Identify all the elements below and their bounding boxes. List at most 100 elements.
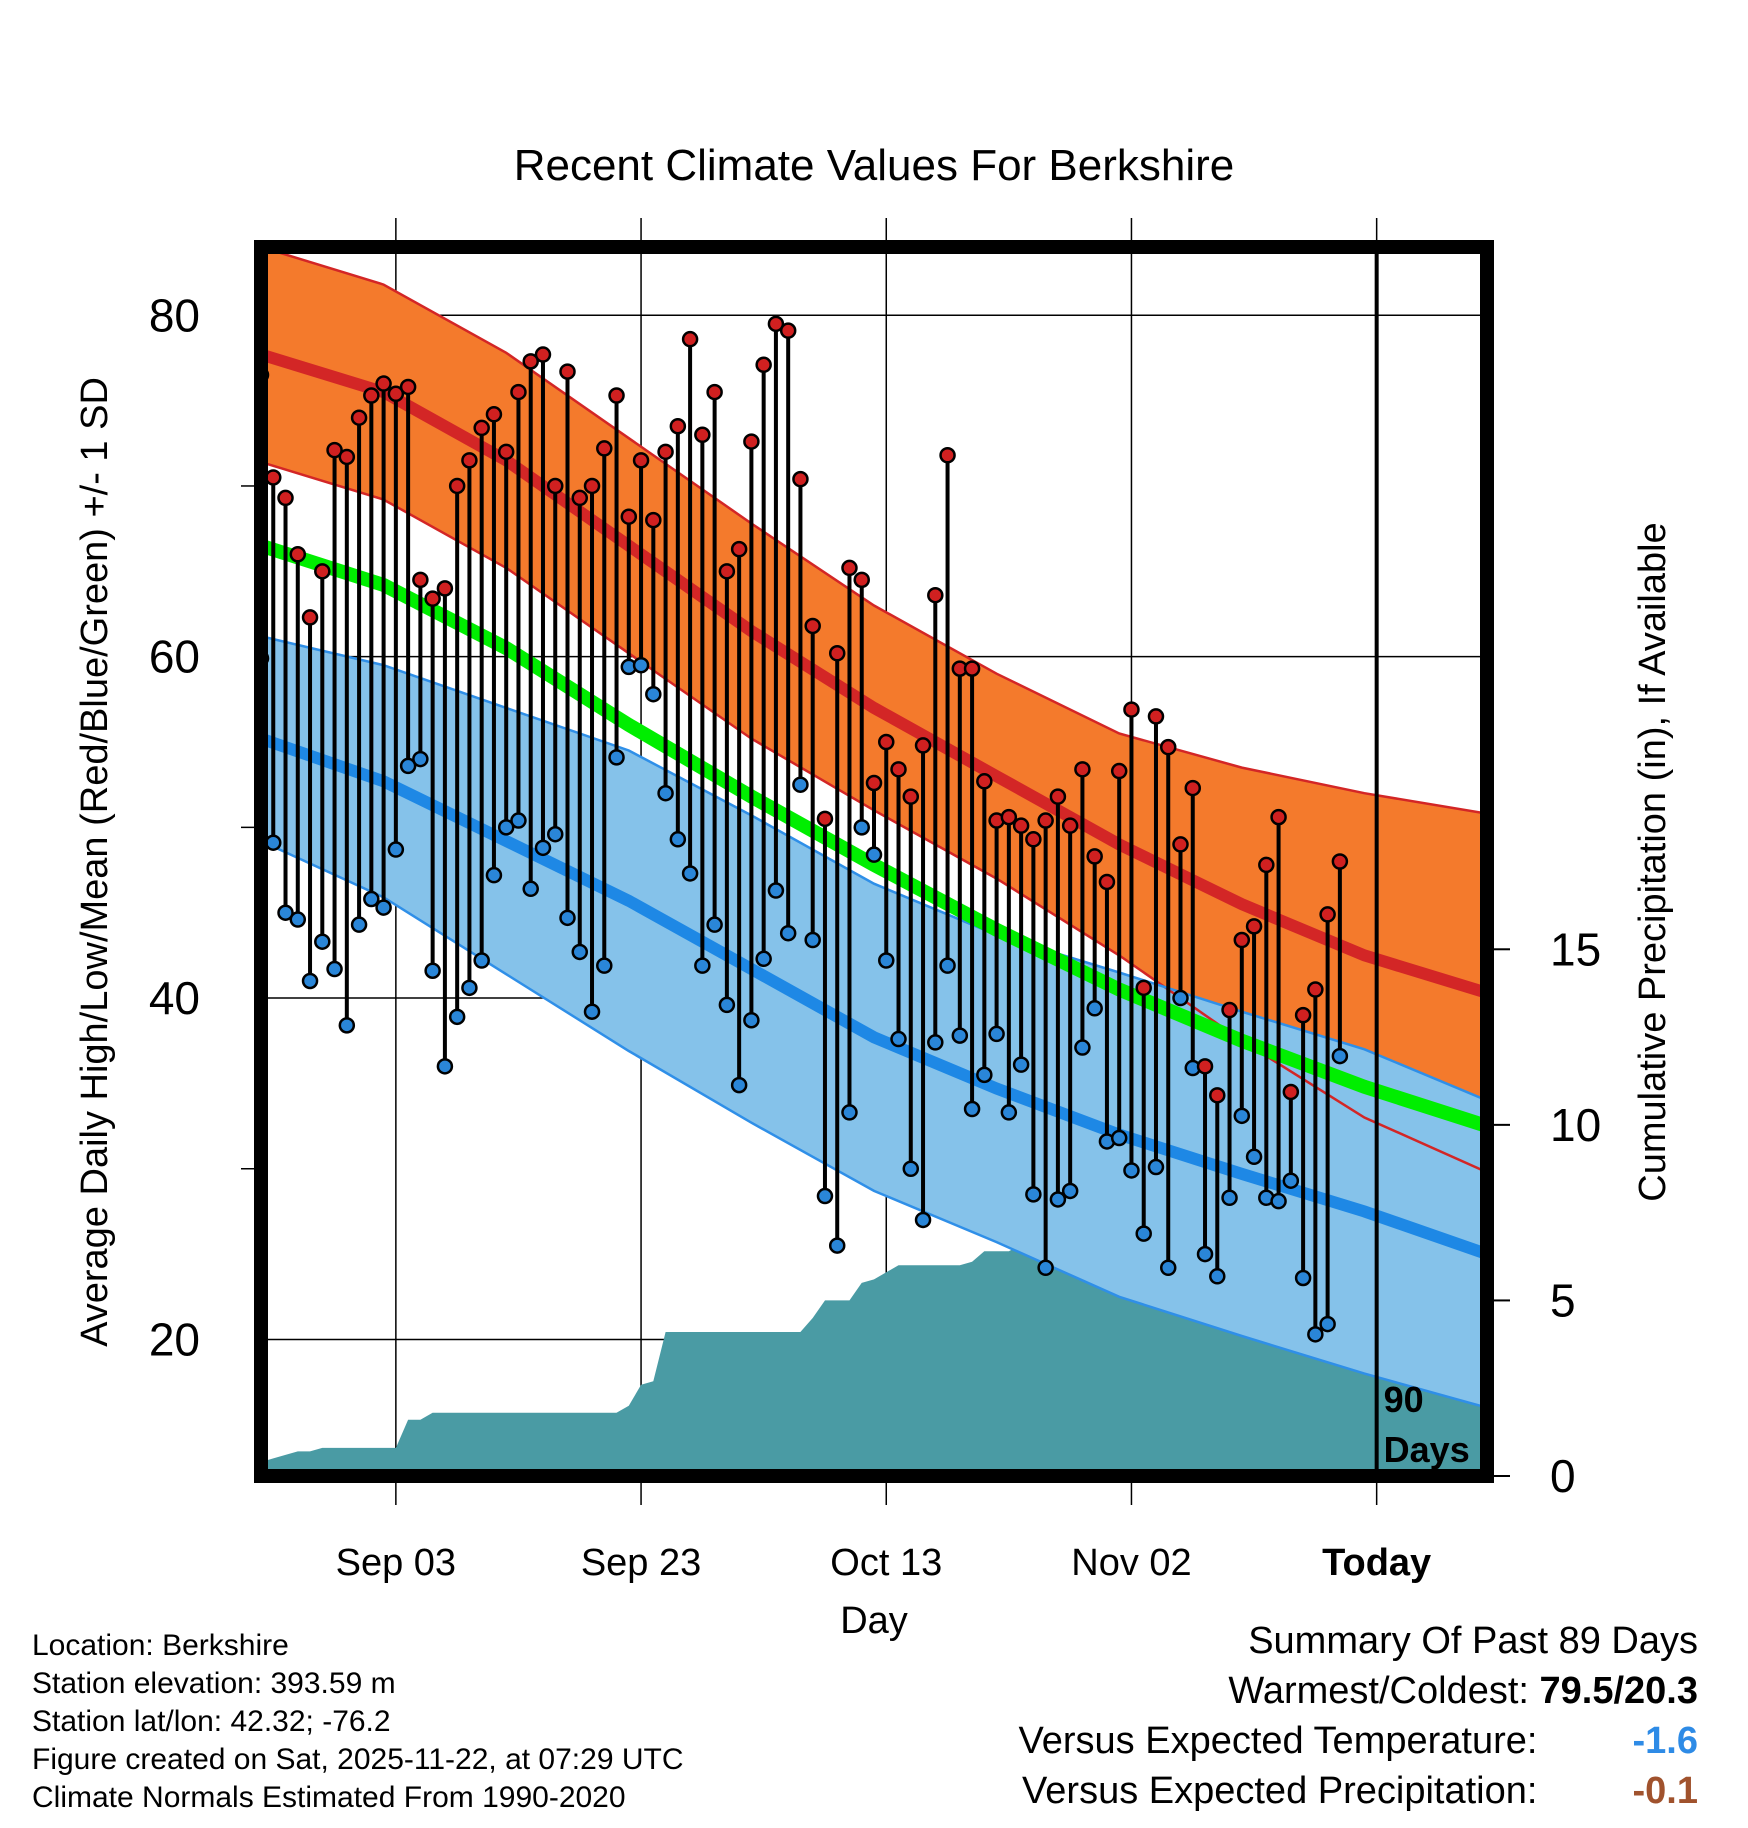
info-created: Figure created on Sat, 2025-11-22, at 07…	[32, 1743, 684, 1776]
today-days-label-line: 90	[1384, 1379, 1424, 1420]
low-point-9	[363, 890, 380, 908]
low-point-19	[485, 866, 503, 884]
low-point-34	[669, 831, 687, 848]
x-tick-label-2: Oct 13	[830, 1542, 942, 1584]
high-point-25	[559, 363, 576, 380]
low-point-72	[1135, 1225, 1152, 1242]
high-point-81	[1245, 918, 1263, 935]
low-point-5	[314, 933, 331, 950]
low-point-66	[1061, 1182, 1079, 1200]
low-point-67	[1074, 1039, 1091, 1056]
high-point-61	[1000, 808, 1018, 826]
high-point-49	[853, 571, 870, 589]
low-point-48	[841, 1104, 858, 1121]
low-point-47	[828, 1237, 846, 1254]
high-point-70	[1110, 762, 1128, 780]
plot-area	[261, 247, 1487, 1476]
low-normal-line	[261, 732, 1487, 1260]
high-point-76	[1184, 779, 1202, 797]
y-axis-label: Average Daily High/Low/Mean (Red/Blue/Gr…	[74, 377, 116, 1347]
low-point-86	[1307, 1326, 1324, 1343]
x-tick-label-3: Nov 02	[1071, 1542, 1191, 1584]
high-point-28	[596, 440, 613, 457]
low-point-55	[927, 1034, 944, 1051]
high-point-29	[608, 387, 625, 404]
low-point-81	[1245, 1148, 1263, 1166]
low-point-26	[571, 943, 589, 961]
high-point-22	[522, 353, 539, 370]
high-point-36	[694, 426, 711, 444]
info-normals: Climate Normals Estimated From 1990-2020	[32, 1781, 626, 1814]
high-point-45	[804, 617, 821, 635]
low-point-78	[1209, 1268, 1226, 1285]
low-point-11	[387, 841, 405, 858]
high-point-65	[1049, 788, 1067, 805]
high-point-5	[314, 563, 331, 580]
low-point-50	[865, 846, 883, 863]
high-point-87	[1319, 906, 1336, 923]
high-point-80	[1233, 931, 1251, 949]
y2-axis-label: Cumulative Precipitation (in), If Availa…	[1632, 522, 1674, 1201]
y-tick-label-40: 40	[149, 972, 200, 1024]
x-tick-label-0: Sep 03	[336, 1542, 456, 1584]
summary-warm-cold: Warmest/Coldest: 79.5/20.3	[1228, 1670, 1698, 1713]
chart-title: Recent Climate Values For Berkshire	[514, 141, 1235, 190]
low-point-63	[1025, 1186, 1042, 1203]
low-point-42	[767, 882, 785, 899]
low-point-75	[1172, 989, 1189, 1007]
high-point-11	[387, 385, 405, 403]
high-point-52	[890, 761, 907, 778]
summary-title: Summary Of Past 89 Days	[1248, 1620, 1698, 1662]
high-point-56	[939, 446, 956, 464]
low-point-53	[902, 1160, 920, 1177]
low-point-4	[301, 972, 319, 990]
low-point-58	[963, 1100, 981, 1118]
low-point-88	[1331, 1047, 1349, 1065]
precip-label: Versus Expected Precipitation:	[1022, 1770, 1538, 1812]
low-point-68	[1086, 1000, 1103, 1017]
today-days-label: 90 Days	[1384, 1379, 1470, 1470]
high-point-34	[669, 417, 687, 435]
high-point-14	[424, 590, 441, 607]
plot-frame	[254, 240, 1494, 1483]
high-point-7	[338, 448, 356, 466]
low-point-25	[559, 909, 576, 927]
y-tick-label-60: 60	[149, 631, 200, 683]
high-point-64	[1037, 812, 1054, 829]
high-point-3	[289, 546, 307, 563]
daily-observations	[261, 315, 1349, 1343]
high-point-30	[620, 508, 638, 525]
low-point-83	[1270, 1192, 1287, 1210]
low-point-12	[399, 757, 417, 775]
low-point-46	[816, 1187, 834, 1205]
high-point-86	[1307, 981, 1324, 998]
low-point-79	[1221, 1189, 1238, 1207]
high-point-84	[1282, 1083, 1300, 1101]
low-point-2	[277, 904, 294, 921]
high-point-6	[326, 441, 343, 459]
temp-value: -1.6	[1632, 1720, 1698, 1762]
high-point-75	[1172, 836, 1189, 853]
low-point-85	[1294, 1269, 1312, 1287]
low-point-71	[1123, 1162, 1140, 1179]
low-point-44	[792, 776, 809, 793]
high-point-23	[534, 346, 552, 363]
low-point-27	[583, 1003, 601, 1020]
low-point-14	[424, 962, 441, 979]
low-point-49	[853, 819, 870, 836]
high-point-68	[1086, 848, 1103, 865]
high-point-37	[706, 383, 723, 401]
low-point-17	[461, 979, 478, 997]
high-point-54	[914, 737, 932, 754]
x-tick-label-4: Today	[1322, 1542, 1431, 1584]
high-point-4	[301, 609, 319, 626]
high-point-69	[1098, 873, 1116, 891]
y2-tick-label-10: 10	[1550, 1099, 1601, 1151]
info-location: Location: Berkshire	[32, 1629, 289, 1662]
high-point-15	[436, 580, 454, 597]
low-point-60	[988, 1025, 1005, 1043]
y2-tick-label-5: 5	[1550, 1274, 1576, 1326]
low-point-6	[326, 960, 343, 978]
low-point-70	[1110, 1129, 1128, 1147]
low-point-3	[289, 911, 307, 928]
